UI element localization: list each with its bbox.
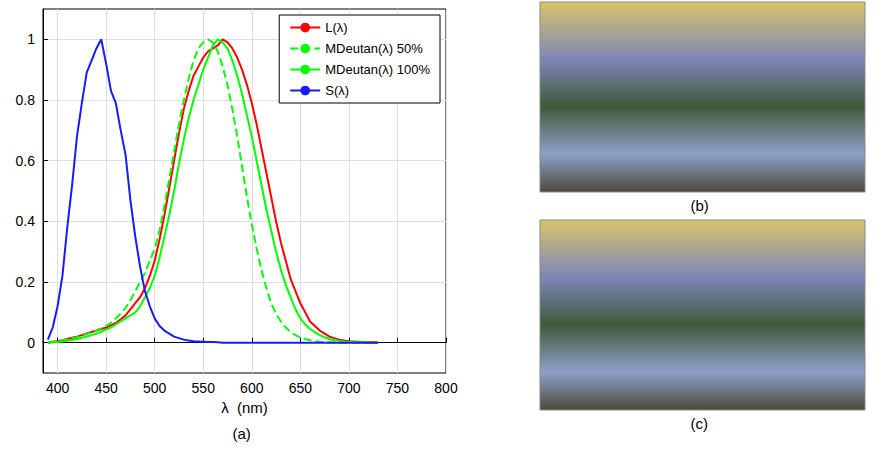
svg-text:400: 400 — [46, 380, 70, 396]
svg-text:650: 650 — [289, 380, 313, 396]
svg-text:800: 800 — [434, 380, 458, 396]
svg-text:450: 450 — [94, 380, 118, 396]
svg-text:L(λ): L(λ) — [325, 20, 347, 35]
svg-text:(b): (b) — [691, 197, 709, 214]
svg-text:750: 750 — [386, 380, 410, 396]
svg-text:(c): (c) — [691, 415, 709, 432]
svg-text:MDeutan(λ) 100%: MDeutan(λ) 100% — [325, 62, 430, 77]
svg-text:0.6: 0.6 — [16, 153, 36, 169]
svg-text:0: 0 — [27, 335, 35, 351]
svg-text:550: 550 — [192, 380, 216, 396]
svg-text:0.2: 0.2 — [16, 274, 36, 290]
svg-text:500: 500 — [143, 380, 167, 396]
svg-text:700: 700 — [337, 380, 361, 396]
svg-text:600: 600 — [240, 380, 264, 396]
svg-text:(a): (a) — [233, 425, 251, 442]
svg-text:0.4: 0.4 — [16, 213, 36, 229]
svg-text:0.8: 0.8 — [16, 92, 36, 108]
svg-text:MDeutan(λ) 50%: MDeutan(λ) 50% — [325, 41, 423, 56]
svg-text:1: 1 — [27, 31, 35, 47]
svg-text:S(λ): S(λ) — [325, 83, 349, 98]
svg-text:λ (nm): λ (nm) — [221, 399, 268, 416]
